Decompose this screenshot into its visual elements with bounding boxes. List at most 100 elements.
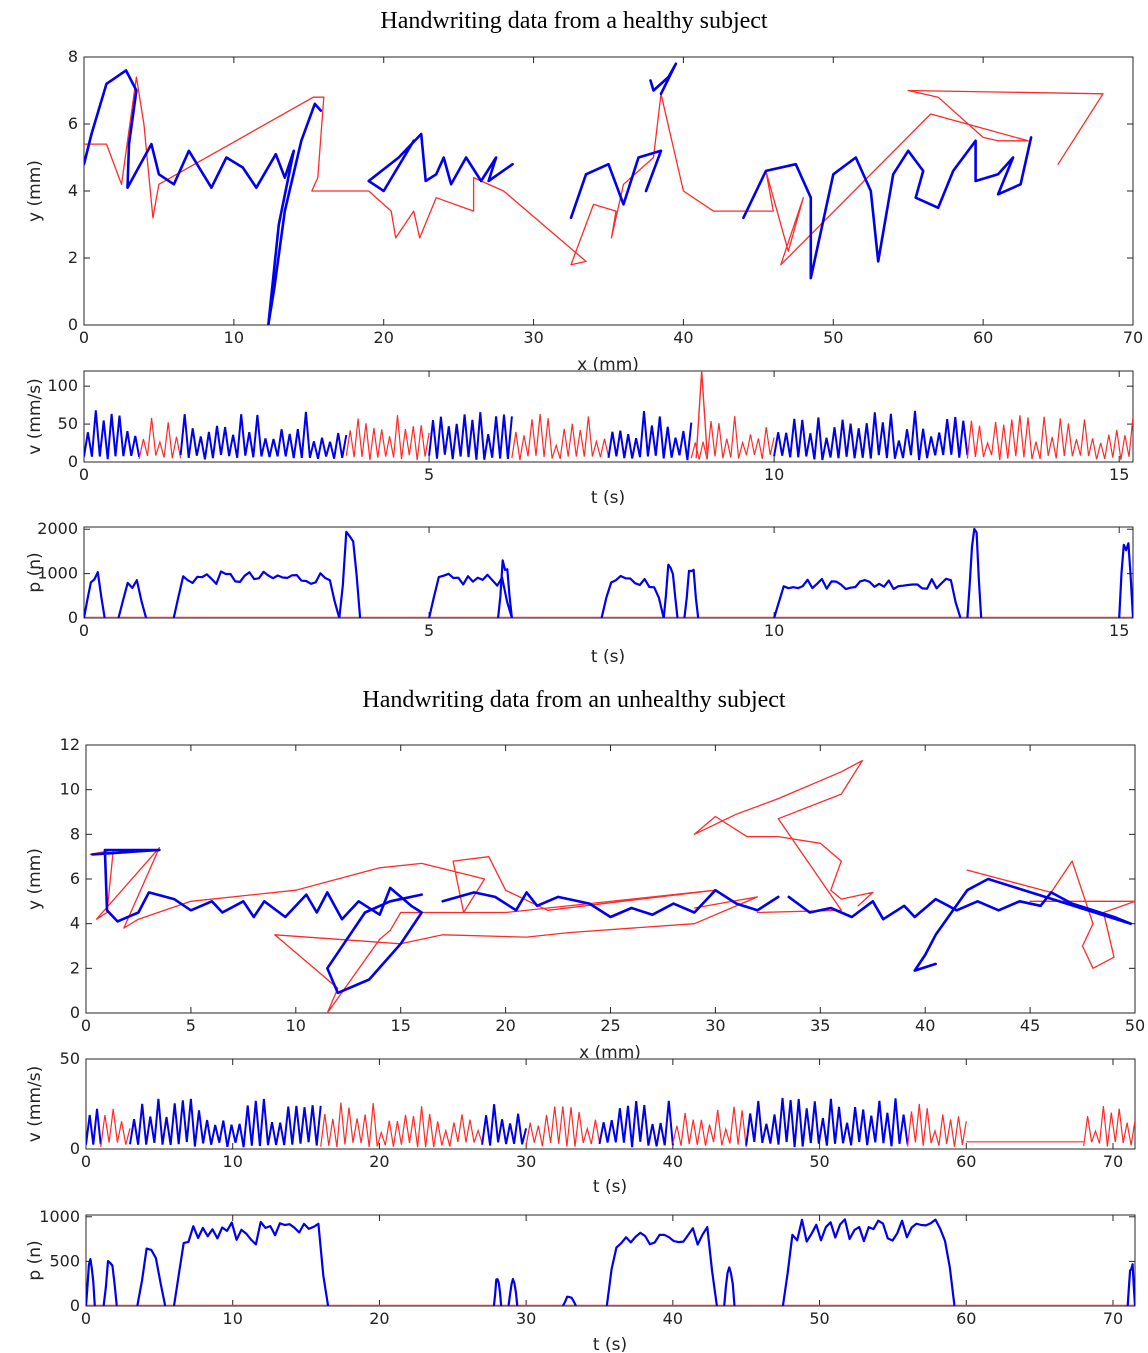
pen-on-surface-trace [649,62,678,96]
x-tick-label: 10 [223,1309,243,1328]
pressure-stroke [172,570,341,618]
velocity-in-air-trace [966,415,1133,461]
pen-on-surface-trace [742,136,1033,280]
velocity-in-air-trace [1083,1106,1135,1147]
y-tick-label: 50 [58,414,78,433]
pen-on-surface-trace [787,877,1133,972]
velocity-in-air-trace [690,416,775,460]
x-tick-label: 0 [81,1309,91,1328]
x-tick-label: 5 [186,1016,196,1035]
y-tick-label: 0 [68,452,78,471]
y-tick-label: 8 [70,824,80,843]
x-tick-label: 0 [81,1152,91,1171]
y-tick-label: 2 [70,958,80,977]
velocity-in-air-trace [511,413,610,461]
y-tick-label: 0 [68,608,78,627]
healthy-xy-chart: 0 10 20 30 40 50 60 70 0 2 4 6 8 x (mm) y (mm) [25,47,1143,375]
y-tick-label: 8 [68,47,78,66]
y-tick-label: 12 [60,735,80,754]
y-axis-label: v (mm/s) [25,378,45,454]
x-tick-label: 10 [764,621,784,640]
x-tick-label: 60 [973,328,993,347]
velocity-on-surface-trace [84,410,141,460]
unhealthy-p-chart: 0 10 20 30 40 50 60 70 0 500 1000 t (s) p (n) [25,1207,1136,1353]
x-tick-label: 70 [1103,1152,1123,1171]
x-tick-label: 40 [663,1309,683,1328]
x-axis-label: x (mm) [577,355,639,375]
x-tick-label: 30 [516,1152,536,1171]
x-axis-label: t (s) [591,647,625,667]
velocity-on-surface-trace [481,1104,528,1146]
velocity-on-surface-trace [745,1097,909,1148]
y-tick-label: 1000 [39,1207,80,1226]
x-axis-label: t (s) [591,488,625,508]
plot-area [86,1097,1135,1148]
pressure-stroke [102,1259,118,1306]
velocity-on-surface-trace [773,410,969,461]
plot-frame [85,1058,1136,1150]
y-tick-label: 500 [49,1251,80,1270]
x-tick-label: 0 [79,621,89,640]
pressure-stroke [428,572,513,618]
y-axis-label: p (n) [25,552,45,592]
x-tick-label: 0 [79,465,89,484]
y-axis-label: y (mm) [25,848,45,910]
y-tick-label: 4 [70,914,80,933]
pen-on-surface-trace [84,69,323,325]
x-tick-label: 20 [369,1309,389,1328]
pen-in-air-trace [89,847,759,1013]
unhealthy-v-chart: 0 10 20 30 40 50 60 70 0 50 t (s) v (mm/s) [25,1049,1136,1197]
x-tick-label: 50 [809,1309,829,1328]
x-tick-label: 25 [600,1016,620,1035]
plot-frame [83,526,1134,619]
velocity-in-air-trace [672,1106,747,1148]
pen-on-surface-trace [367,132,514,193]
velocity-on-surface-trace [428,412,513,460]
pen-on-surface-trace [569,149,663,220]
pressure-stroke [723,1266,736,1306]
pressure-stroke [338,530,362,618]
unhealthy-xy-chart: 0 5 10 15 20 25 30 35 40 45 50 0 2 4 6 8 10 12 x (mm) y (mm… [25,735,1145,1063]
pen-in-air-trace [966,860,1135,969]
velocity-in-air-trace [907,1103,967,1147]
pressure-stroke [683,568,700,618]
y-tick-label: 0 [70,1003,80,1022]
pen-on-surface-trace [91,848,424,995]
pen-on-surface-trace [441,888,780,919]
x-tick-label: 10 [223,1152,243,1171]
pressure-stroke [497,559,513,618]
x-tick-label: 40 [915,1016,935,1035]
plot-area [89,759,1135,1013]
pressure-stroke [172,1220,330,1306]
x-tick-label: 0 [79,328,89,347]
y-axis-label: v (mm/s) [25,1066,45,1142]
velocity-on-surface-trace [129,1098,322,1148]
x-tick-label: 10 [286,1016,306,1035]
plot-frame [85,744,1136,1014]
x-tick-label: 60 [956,1152,976,1171]
y-tick-label: 100 [47,376,78,395]
x-tick-label: 45 [1020,1016,1040,1035]
x-tick-label: 70 [1123,328,1143,347]
x-tick-label: 20 [374,328,394,347]
unhealthy-section-title: Handwriting data from an unhealthy subje… [362,687,786,713]
y-tick-label: 4 [68,181,78,200]
x-tick-label: 40 [663,1152,683,1171]
x-tick-label: 20 [369,1152,389,1171]
pressure-stroke [600,574,665,618]
velocity-in-air-trace [100,1108,131,1148]
y-tick-label: 50 [60,1049,80,1068]
y-axis-label: y (mm) [25,160,45,222]
x-tick-label: 60 [956,1309,976,1328]
pressure-stroke [561,1295,577,1306]
x-tick-label: 30 [523,328,543,347]
plot-frame [83,56,1134,326]
y-axis-label: p (n) [25,1240,45,1280]
velocity-in-air-trace [525,1106,601,1147]
healthy-section-title: Handwriting data from a healthy subject [380,8,768,34]
x-tick-label: 15 [391,1016,411,1035]
pressure-stroke [966,527,983,618]
y-tick-label: 0 [70,1296,80,1315]
plot-frame [85,1214,1136,1307]
x-tick-label: 30 [705,1016,725,1035]
